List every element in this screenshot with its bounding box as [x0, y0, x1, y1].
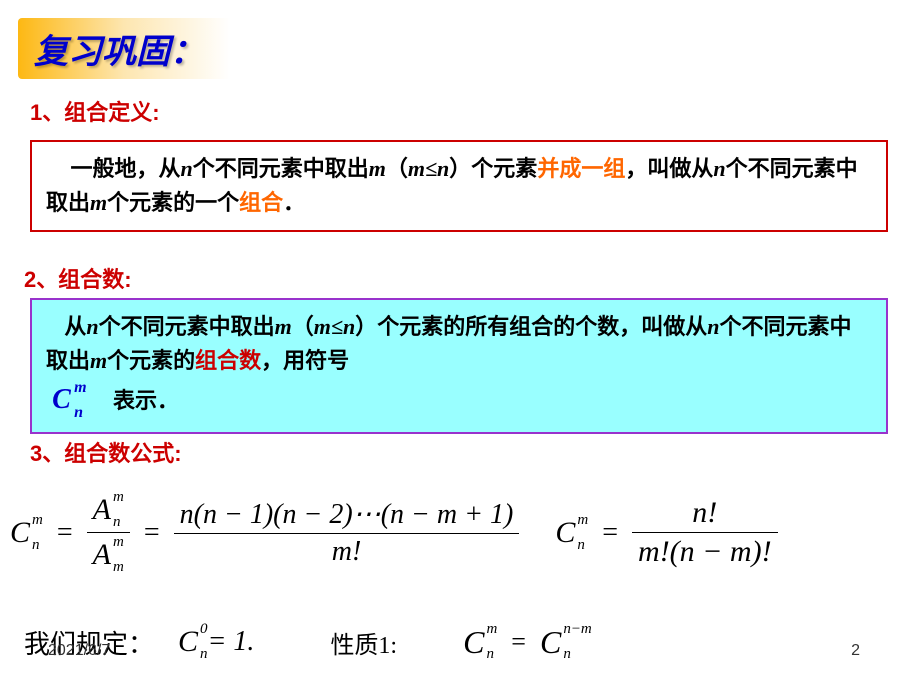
denominator: m!(n − m)! — [632, 533, 778, 571]
text: （ — [386, 156, 408, 181]
cnm-expr: C mn — [10, 513, 43, 553]
denominator: m! — [326, 534, 368, 570]
var-m: m — [90, 190, 107, 215]
bottom-row: 我们规定： C 0n = 1. 性质1: C mn = C n−mn — [24, 622, 896, 662]
sup: m — [113, 490, 124, 505]
text: 个元素的一个 — [107, 190, 239, 215]
var-n: n — [180, 156, 192, 181]
C: C — [540, 624, 561, 661]
c-n-0: C 0 n = 1. — [178, 622, 254, 662]
slide-date: 2021/6/7 — [48, 642, 110, 660]
equals: = — [144, 517, 160, 549]
text: 个不同元素中取出 — [193, 156, 369, 181]
var-m: m — [90, 348, 107, 373]
prop1-rhs: C n−m n — [540, 622, 592, 662]
text: 表示． — [113, 388, 179, 413]
section-1-label: 1、组合定义: — [30, 95, 160, 127]
eq-one: = 1. — [208, 626, 255, 658]
C: C — [463, 624, 484, 661]
equals: = — [511, 627, 526, 657]
cnm-expr2: C mn — [555, 513, 588, 553]
definition-box: 一般地，从n个不同元素中取出m（m≤n）个元素并成一组，叫做从n个不同元素中取出… — [30, 140, 888, 232]
A: A — [93, 538, 111, 572]
var-m: m — [369, 156, 386, 181]
var-m: m — [275, 314, 292, 339]
em-combonum: 组合数 — [195, 348, 261, 373]
frac-A: A mn A mm — [87, 488, 130, 577]
sub: n — [113, 515, 124, 530]
C: C — [555, 516, 575, 550]
C: C — [10, 516, 30, 550]
numerator: n! — [686, 494, 723, 532]
property-1-label: 性质1: — [330, 625, 397, 660]
frac-fact: n! m!(n − m)! — [632, 494, 778, 571]
em-group: 并成一组 — [537, 156, 625, 181]
C: C — [178, 625, 198, 659]
var-n: n — [707, 314, 719, 339]
text: 从 — [64, 314, 86, 339]
sup-nm: n−m — [563, 622, 591, 637]
sup-0: 0 — [200, 622, 208, 637]
cond: m≤n — [408, 156, 449, 181]
sub-n: n — [32, 538, 43, 553]
sup-m: m — [32, 513, 43, 528]
sub-n: n — [74, 401, 83, 426]
equals: = — [602, 517, 618, 549]
frac-expand: n(n − 1)(n − 2)⋯(n − m + 1) m! — [174, 495, 520, 570]
text: ． — [283, 190, 305, 215]
equals: = — [57, 517, 73, 549]
sub: n — [563, 647, 591, 662]
combination-number-box: 从n个不同元素中取出m（m≤n）个元素的所有组合的个数，叫做从n个不同元素中取出… — [30, 298, 888, 434]
page-number: 2 — [851, 642, 860, 660]
text: ）个元素 — [449, 156, 537, 181]
sup-m: m — [74, 376, 86, 401]
sup: m — [486, 622, 497, 637]
C: C — [52, 384, 71, 415]
prop1-lhs: C mn — [463, 622, 497, 662]
formula-row: C mn = A mn A mm = n(n − 1)(n − 2)⋯(n − … — [10, 488, 910, 577]
sub: m — [113, 560, 124, 575]
A: A — [93, 493, 111, 527]
sub-n: n — [200, 647, 208, 662]
var-n: n — [86, 314, 98, 339]
text: 一般地，从 — [70, 156, 180, 181]
cond: m≤n — [314, 314, 355, 339]
text: 个不同元素中取出 — [99, 314, 275, 339]
em-combination: 组合 — [239, 190, 283, 215]
text: （ — [292, 314, 314, 339]
text: 个元素的 — [107, 348, 195, 373]
slide-title: 复习巩固： — [18, 18, 230, 79]
text: ）个元素的所有组合的个数，叫做从 — [355, 314, 707, 339]
sub: n — [577, 538, 588, 553]
section-3-label: 3、组合数公式: — [30, 436, 182, 468]
sup: m — [577, 513, 588, 528]
text: ，叫做从 — [625, 156, 713, 181]
section-2-label: 2、组合数: — [24, 262, 132, 294]
text: ，用符号 — [261, 348, 349, 373]
sub: n — [486, 647, 497, 662]
numerator: n(n − 1)(n − 2)⋯(n − m + 1) — [174, 495, 520, 533]
symbol-cnm: Cmn — [52, 378, 71, 421]
sup: m — [113, 535, 124, 550]
var-n: n — [713, 156, 725, 181]
